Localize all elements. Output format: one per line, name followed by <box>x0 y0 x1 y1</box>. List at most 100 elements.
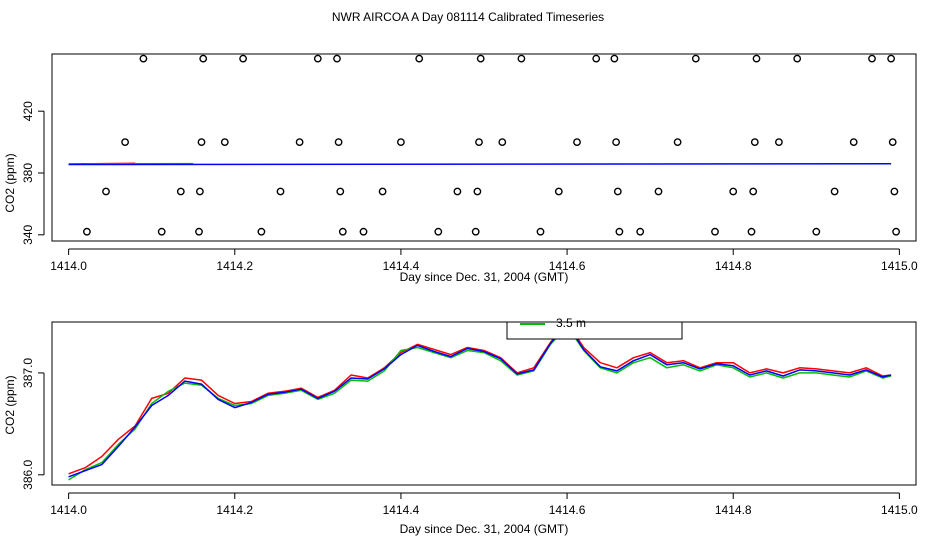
data-point <box>615 227 624 236</box>
data-point <box>313 54 322 63</box>
figure-title: NWR AIRCOA A Day 081114 Calibrated Times… <box>332 10 604 24</box>
data-point <box>691 54 700 63</box>
x-tick-label: 1414.4 <box>383 503 420 517</box>
data-point <box>812 227 821 236</box>
data-point <box>195 227 203 236</box>
series-line <box>68 322 892 475</box>
data-point <box>775 138 783 147</box>
plot-frame-top <box>51 53 917 242</box>
x-tick-label: 1414.2 <box>216 503 253 517</box>
data-point <box>83 227 91 236</box>
data-point <box>729 187 738 196</box>
data-point <box>334 138 343 147</box>
data-point <box>887 54 895 63</box>
legend-label: 3.5 m <box>556 316 586 330</box>
data-point <box>359 227 368 236</box>
y-tick-label: 340 <box>21 224 35 244</box>
data-point <box>592 54 601 63</box>
data-point <box>830 187 839 196</box>
series-line <box>68 162 892 166</box>
data-point <box>396 138 405 147</box>
x-axis-label-top: Day since Dec. 31, 2004 (GMT) <box>400 270 569 284</box>
x-tick-label: 1414.8 <box>715 259 752 273</box>
x-axis-top: 1414.0 1414.2 1414.4 1414.6 1414.8 1415.0 <box>50 248 918 273</box>
data-point <box>793 54 802 63</box>
data-point <box>276 187 285 196</box>
data-point <box>636 227 645 236</box>
y-axis-top: 340 380 420 <box>21 101 45 245</box>
data-point <box>612 138 620 147</box>
chart-panel-top: 1414.0 1414.2 1414.4 1414.6 1414.8 1415.0 340… <box>3 53 918 284</box>
data-point <box>892 227 900 236</box>
data-point <box>157 227 166 236</box>
data-point <box>239 54 248 63</box>
x-tick-label: 1414.0 <box>50 259 87 273</box>
data-point <box>536 227 545 236</box>
legend-box <box>506 321 683 340</box>
x-tick-label: 1414.0 <box>50 503 87 517</box>
data-point <box>752 54 761 63</box>
data-point <box>554 187 563 196</box>
x-tick-label: 1414.6 <box>549 259 586 273</box>
data-point <box>498 138 507 147</box>
x-tick-label: 1414.6 <box>549 503 586 517</box>
data-point <box>711 227 719 236</box>
data-point <box>673 138 682 147</box>
x-tick-label: 1415.0 <box>881 503 918 517</box>
legend: 3.5 m <box>506 316 683 340</box>
x-tick-label: 1414.2 <box>216 259 253 273</box>
data-point <box>868 54 876 63</box>
data-point <box>336 187 345 196</box>
y-axis-label-top: CO2 (ppm) <box>3 153 17 212</box>
x-axis-label-bottom: Day since Dec. 31, 2004 (GMT) <box>400 522 569 536</box>
data-point <box>338 227 347 236</box>
data-point <box>295 138 304 147</box>
data-point <box>434 227 443 236</box>
data-point <box>890 187 899 196</box>
data-point <box>749 187 758 196</box>
plot-frame-bottom <box>51 321 917 486</box>
data-point <box>476 54 485 63</box>
series-group-bottom <box>68 322 892 481</box>
data-point <box>888 138 897 147</box>
points-group-top <box>83 54 900 236</box>
data-point <box>473 187 482 196</box>
data-point <box>610 54 619 63</box>
data-point <box>121 138 130 147</box>
y-axis-bottom: 386.0 387.0 <box>21 358 45 490</box>
data-point <box>197 138 206 147</box>
data-point <box>849 138 858 147</box>
series-line <box>68 323 892 478</box>
y-tick-label: 387.0 <box>21 358 35 388</box>
data-point <box>195 187 204 196</box>
data-point <box>176 187 185 196</box>
x-tick-label: 1415.0 <box>881 259 918 273</box>
data-point <box>415 54 424 63</box>
y-tick-label: 386.0 <box>21 459 35 489</box>
data-point <box>613 187 622 196</box>
y-tick-label: 420 <box>21 101 35 121</box>
data-point <box>517 54 526 63</box>
y-axis-label-bottom: CO2 (ppm) <box>3 375 17 434</box>
chart-panel-bottom: 1414.0 1414.2 1414.4 1414.6 1414.8 1415.0 386… <box>3 316 918 536</box>
data-point <box>220 138 229 147</box>
data-point <box>333 54 341 63</box>
x-axis-bottom: 1414.0 1414.2 1414.4 1414.6 1414.8 1415.0 <box>50 492 918 517</box>
data-point <box>378 187 387 196</box>
data-point <box>453 187 462 196</box>
data-point <box>747 227 756 236</box>
data-point <box>471 227 480 236</box>
data-point <box>257 227 266 236</box>
data-point <box>199 54 208 63</box>
data-point <box>475 138 483 147</box>
y-tick-label: 380 <box>21 163 35 183</box>
data-point <box>573 138 581 147</box>
data-point <box>139 54 148 63</box>
data-point <box>654 187 663 196</box>
x-tick-label: 1414.8 <box>715 503 752 517</box>
data-point <box>750 138 759 147</box>
data-point <box>102 187 110 196</box>
x-tick-label: 1414.4 <box>383 259 420 273</box>
series-group-top <box>68 162 892 166</box>
